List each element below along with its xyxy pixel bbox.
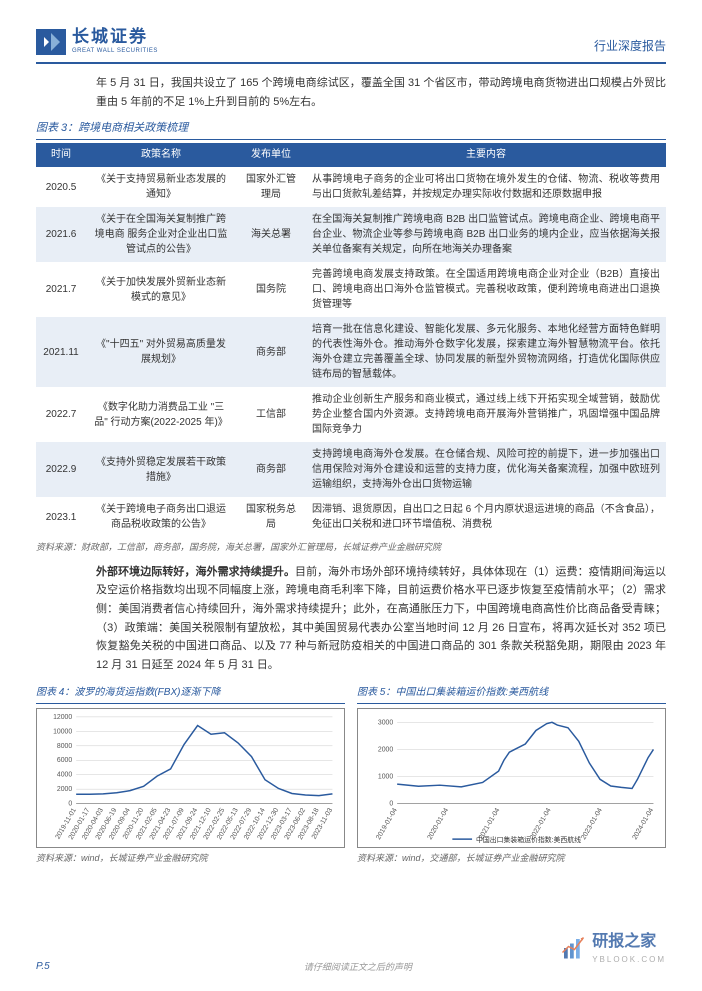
svg-text:2000: 2000 <box>57 786 72 793</box>
table-row: 2020.5《关于支持贸易新业态发展的通知》国家外汇管理局从事跨境电子商务的企业… <box>36 167 666 207</box>
watermark-cn: 研报之家 <box>592 929 666 955</box>
svg-text:2019-01-04: 2019-01-04 <box>375 807 399 841</box>
table3-source: 资料来源：财政部，工信部，商务部，国务院，海关总署，国家外汇管理局，长城证券产业… <box>36 540 666 554</box>
header-label: 行业深度报告 <box>594 37 666 56</box>
table-row: 2021.7《关于加快发展外贸新业态新模式的意见》国务院完善跨境电商发展支持政策… <box>36 262 666 317</box>
table-row: 2022.7《数字化助力消费品工业 "三品" 行动方案(2022-2025 年)… <box>36 387 666 442</box>
footer: P.5 请仔细阅读正文之后的声明 <box>36 959 666 975</box>
svg-text:2024-01-04: 2024-01-04 <box>632 807 656 841</box>
table-row: 2023.1《关于跨境电子商务出口退运商品税收政策的公告》国家税务总局因滞销、退… <box>36 497 666 537</box>
intro-paragraph: 年 5 月 31 日，我国共设立了 165 个跨境电商综试区，覆盖全国 31 个… <box>96 74 666 111</box>
logo-icon <box>36 29 66 55</box>
chart4-svg: 0200040006000800010000120002019-11-01202… <box>37 709 344 847</box>
chart4-title: 图表 4：波罗的海货运指数(FBX)逐渐下降 <box>36 685 345 704</box>
svg-text:2021-01-04: 2021-01-04 <box>478 807 502 841</box>
svg-text:2000: 2000 <box>378 746 393 753</box>
logo-cn: 长城证券 <box>72 28 158 47</box>
svg-text:4000: 4000 <box>57 771 72 778</box>
chart5-title: 图表 5：中国出口集装箱运价指数:美西航线 <box>357 685 666 704</box>
logo: 长城证券 GREAT WALL SECURITIES <box>36 28 158 56</box>
table3-title: 图表 3：跨境电商相关政策梳理 <box>36 120 666 141</box>
svg-text:12000: 12000 <box>53 714 72 721</box>
svg-text:2020-01-04: 2020-01-04 <box>426 807 450 841</box>
chart5-source: 资料来源：wind，交通部，长城证券产业金融研究院 <box>357 851 666 865</box>
svg-text:0: 0 <box>389 800 393 807</box>
para2-body: 目前，海外市场外部环境持续转好，具体体现在（1）运费：疫情期间海运以及空运价格指… <box>96 566 666 671</box>
table-row: 2022.9《支持外贸稳定发展若干政策措施》商务部支持跨境电商海外仓发展。在仓储… <box>36 442 666 497</box>
svg-text:10000: 10000 <box>53 728 72 735</box>
svg-text:1000: 1000 <box>378 773 393 780</box>
svg-text:0: 0 <box>68 800 72 807</box>
svg-text:6000: 6000 <box>57 757 72 764</box>
footer-center: 请仔细阅读正文之后的声明 <box>304 960 412 974</box>
chart5-svg: 0 1000 2000 3000 2019-01-04 2020-01-04 2021-01… <box>358 709 665 847</box>
chart4-source: 资料来源：wind，长城证券产业金融研究院 <box>36 851 345 865</box>
chart5-block: 图表 5：中国出口集装箱运价指数:美西航线 0 1000 2000 3000 2019-… <box>357 685 666 873</box>
svg-text:2022-01-04: 2022-01-04 <box>529 807 553 841</box>
page-number: P.5 <box>36 959 50 975</box>
table3-col-0: 时间 <box>36 143 86 167</box>
svg-text:中国出口集装箱运价指数:美西航线: 中国出口集装箱运价指数:美西航线 <box>476 835 581 844</box>
table3-col-1: 政策名称 <box>86 143 236 167</box>
svg-text:2023-01-04: 2023-01-04 <box>580 807 604 841</box>
table3: 时间政策名称发布单位主要内容 2020.5《关于支持贸易新业态发展的通知》国家外… <box>36 143 666 537</box>
svg-text:3000: 3000 <box>378 719 393 726</box>
body-paragraph-2: 外部环境边际转好，海外需求持续提升。目前，海外市场外部环境持续转好，具体体现在（… <box>96 563 666 675</box>
logo-en: GREAT WALL SECURITIES <box>72 47 158 57</box>
svg-text:8000: 8000 <box>57 743 72 750</box>
header: 长城证券 GREAT WALL SECURITIES 行业深度报告 <box>36 28 666 64</box>
table3-col-2: 发布单位 <box>236 143 306 167</box>
chart4-block: 图表 4：波罗的海货运指数(FBX)逐渐下降 0 2000 4000 6000 8000… <box>36 685 345 873</box>
table3-col-3: 主要内容 <box>306 143 666 167</box>
para2-bold: 外部环境边际转好，海外需求持续提升。 <box>96 566 295 578</box>
table-row: 2021.11《"十四五" 对外贸易高质量发展规划》商务部培育一批在信息化建设、… <box>36 317 666 387</box>
table-row: 2021.6《关于在全国海关复制推广跨境电商 服务企业对企业出口监管试点的公告》… <box>36 207 666 262</box>
